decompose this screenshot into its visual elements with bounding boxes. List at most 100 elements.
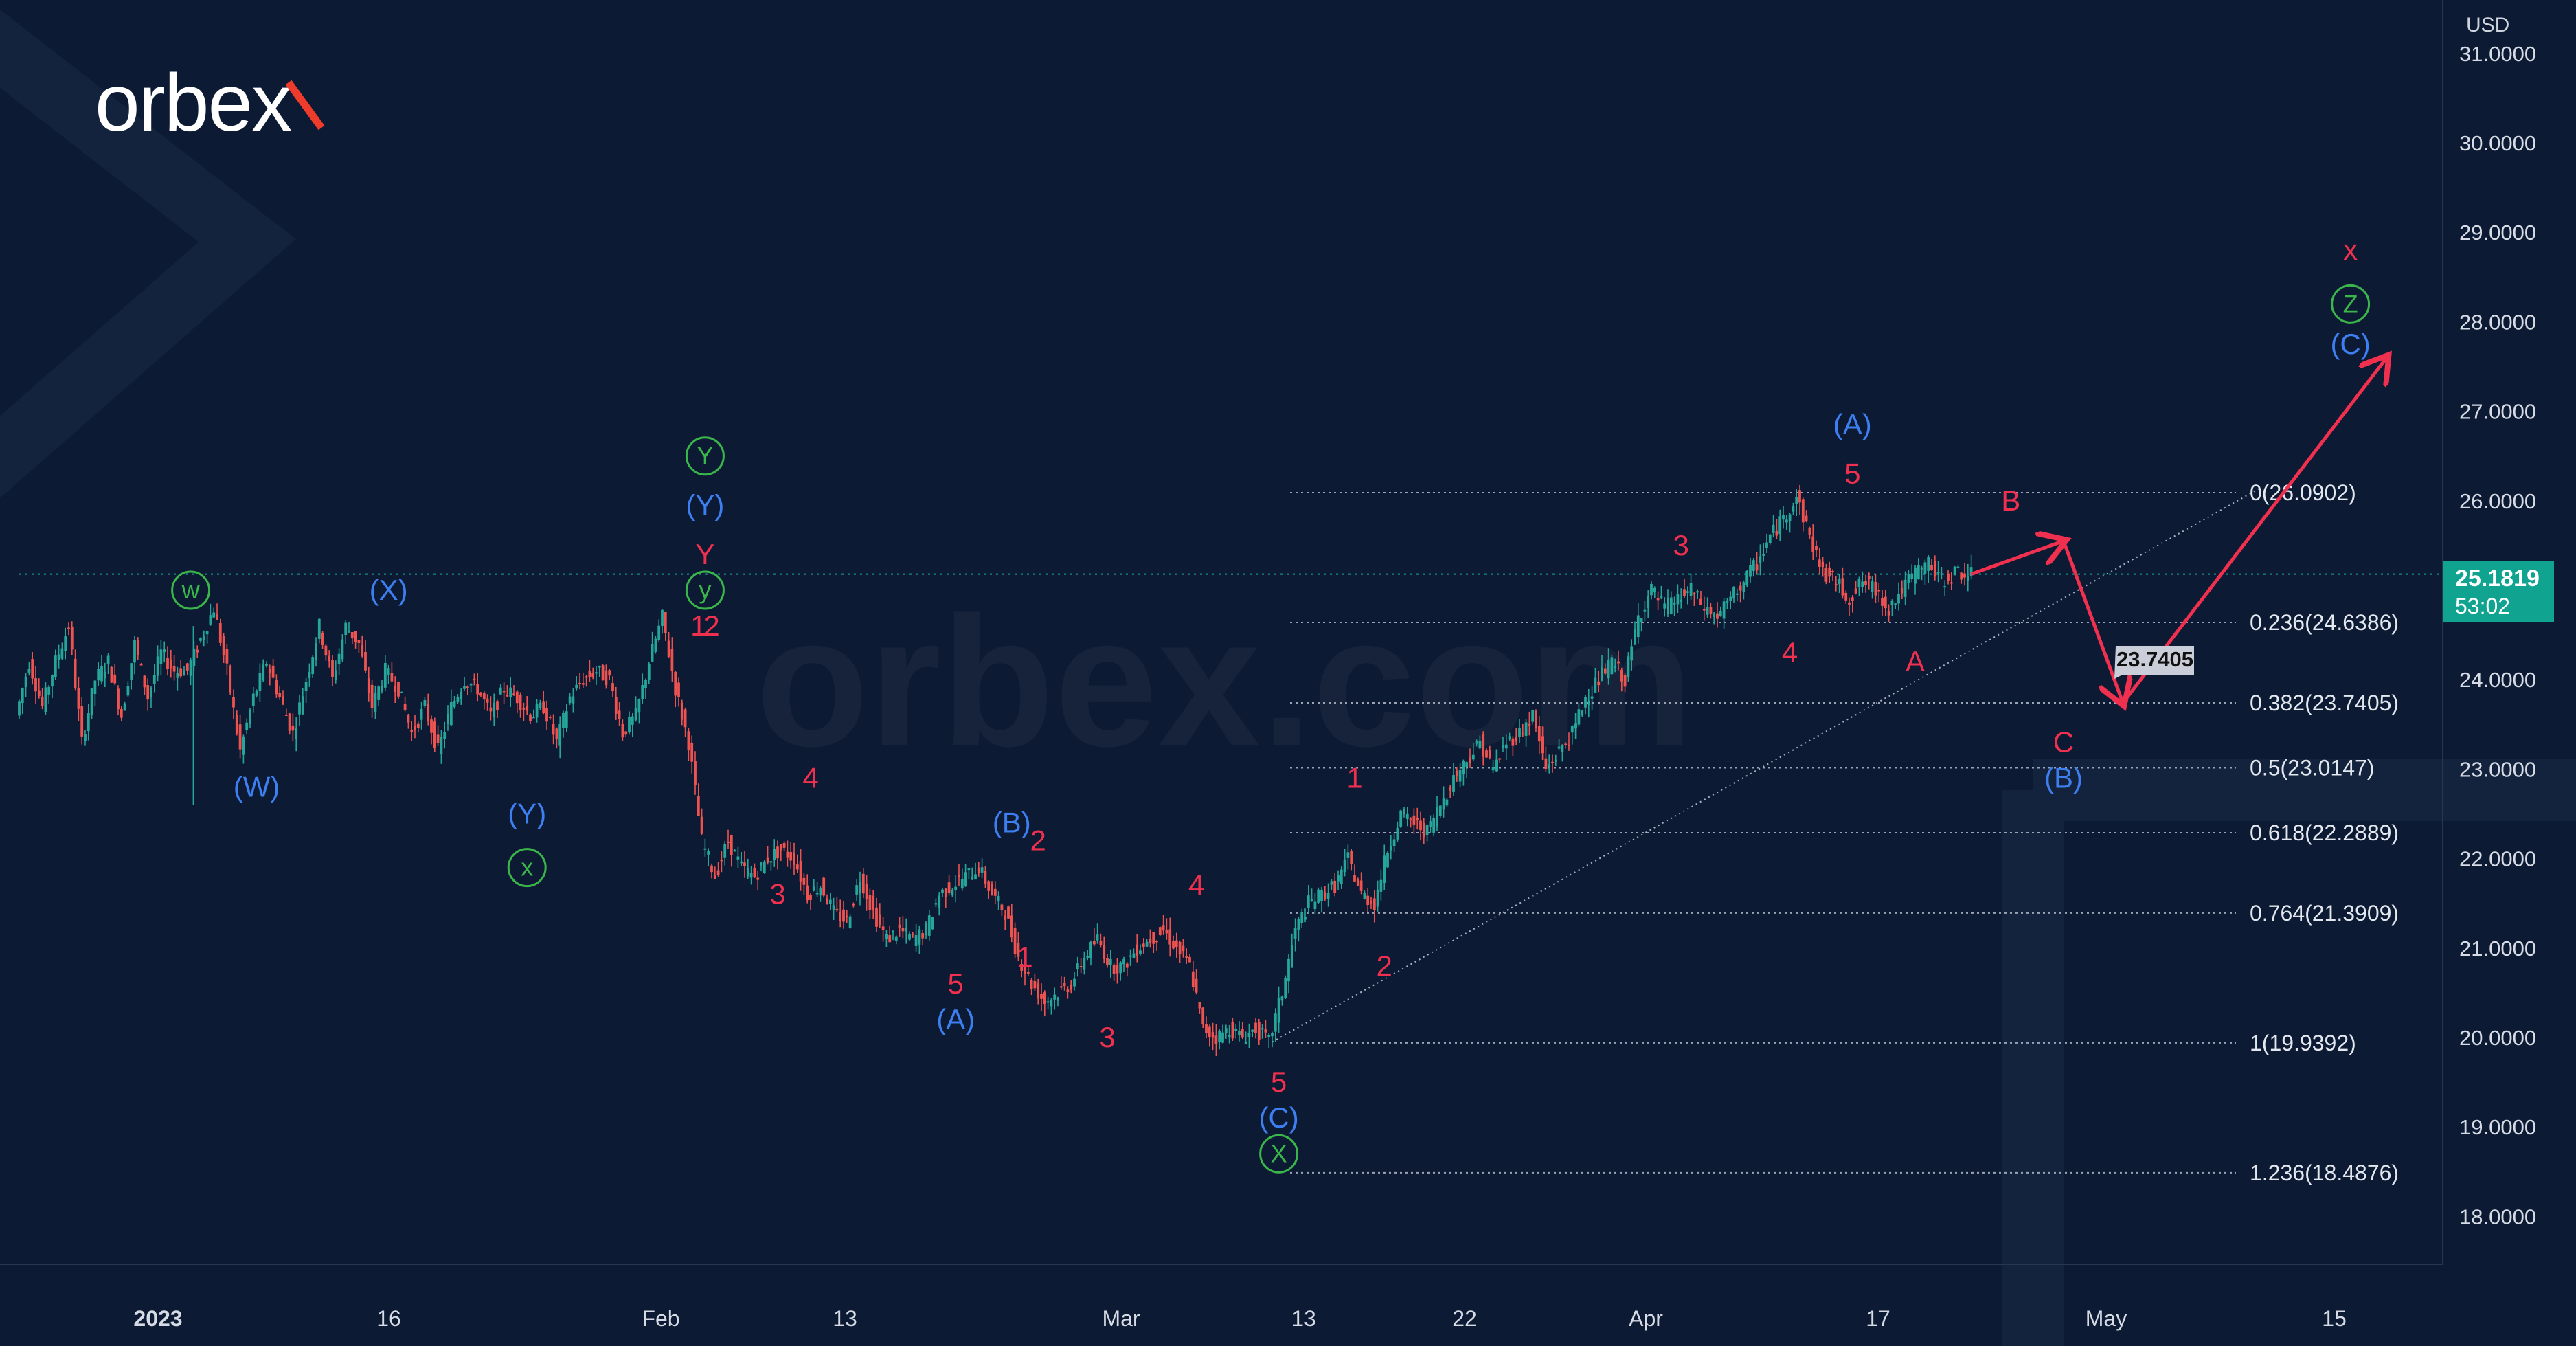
candle-body bbox=[1438, 805, 1442, 816]
candle-body bbox=[654, 638, 657, 652]
candle-body bbox=[1409, 818, 1412, 820]
candle-body bbox=[1442, 798, 1445, 810]
candle-body bbox=[370, 684, 374, 708]
candle-body bbox=[611, 683, 614, 691]
candle-body bbox=[18, 701, 21, 716]
candle-body bbox=[1669, 597, 1673, 614]
candle-body bbox=[773, 849, 776, 860]
candle-body bbox=[466, 686, 469, 688]
candle-body bbox=[1590, 696, 1594, 699]
candle-body bbox=[631, 716, 634, 725]
candle-body bbox=[1535, 710, 1537, 729]
candle-body bbox=[1667, 598, 1669, 615]
candle-body bbox=[677, 682, 680, 697]
currency-label: USD bbox=[2466, 14, 2509, 36]
candle-body bbox=[548, 716, 552, 718]
candle-body bbox=[1469, 757, 1471, 763]
candle-body bbox=[1871, 581, 1874, 592]
candle-body bbox=[1129, 955, 1132, 957]
candle-body bbox=[647, 664, 651, 680]
candle-body bbox=[1729, 596, 1732, 601]
candle-body bbox=[216, 614, 218, 620]
candle-body bbox=[202, 636, 205, 640]
candle-body bbox=[1963, 573, 1966, 578]
candle-body bbox=[1287, 958, 1290, 982]
candle-body bbox=[1557, 746, 1561, 749]
candle-body bbox=[839, 912, 842, 921]
candle-body bbox=[337, 653, 341, 664]
candle-body bbox=[1673, 603, 1676, 605]
candle-body bbox=[315, 643, 317, 660]
candle-body bbox=[496, 701, 499, 710]
candle-body bbox=[991, 884, 993, 896]
candle-body bbox=[1785, 519, 1788, 523]
candle-body bbox=[1257, 1022, 1261, 1040]
candle-body bbox=[1307, 895, 1310, 908]
candle-body bbox=[1178, 942, 1182, 954]
candle-body bbox=[898, 924, 901, 928]
candle-body bbox=[1914, 567, 1917, 584]
wave-label-circle bbox=[507, 848, 547, 888]
candle-body bbox=[117, 688, 120, 710]
candle-body bbox=[1458, 770, 1462, 782]
wave-label: (Y) bbox=[508, 798, 546, 830]
candle-body bbox=[944, 888, 947, 897]
candle-body bbox=[1838, 579, 1841, 584]
candle-body bbox=[1759, 556, 1762, 563]
candle-body bbox=[987, 881, 991, 891]
candle-body bbox=[506, 695, 509, 697]
candle-body bbox=[1024, 967, 1026, 974]
candle-body bbox=[1854, 588, 1857, 594]
candle-body bbox=[1158, 927, 1162, 936]
candle-body bbox=[694, 761, 697, 785]
candle-body bbox=[826, 898, 828, 904]
candle-body bbox=[486, 698, 489, 703]
candle-body bbox=[1594, 677, 1597, 693]
candle-body bbox=[756, 877, 760, 880]
candle-body bbox=[54, 655, 57, 677]
candle-body bbox=[1116, 964, 1119, 974]
candle-body bbox=[769, 861, 773, 863]
candle-body bbox=[832, 905, 835, 910]
candle-body bbox=[110, 666, 113, 683]
candle-body bbox=[1620, 670, 1623, 682]
candle-body bbox=[291, 725, 295, 731]
candle-body bbox=[595, 672, 598, 674]
candle-body bbox=[1070, 985, 1073, 990]
candle-body bbox=[905, 928, 908, 932]
candle-body bbox=[433, 721, 436, 748]
candle-body bbox=[749, 873, 753, 878]
x-tick-label: 13 bbox=[1291, 1306, 1316, 1331]
candle-body bbox=[1455, 770, 1458, 777]
x-tick-label: May bbox=[2086, 1306, 2127, 1331]
candle-body bbox=[1874, 582, 1877, 596]
candle-body bbox=[298, 702, 301, 715]
candle-body bbox=[1228, 1035, 1231, 1037]
candle-body bbox=[489, 707, 493, 712]
candle-body bbox=[1548, 764, 1551, 767]
candle-body bbox=[954, 886, 958, 890]
candle-body bbox=[1482, 734, 1485, 757]
candle-body bbox=[740, 861, 743, 864]
wave-label-circle bbox=[685, 436, 725, 476]
y-tick-label: 24.0000 bbox=[2459, 668, 2536, 692]
candle-body bbox=[793, 852, 795, 865]
wave-label: 2 bbox=[703, 609, 719, 642]
candle-body bbox=[1241, 1029, 1244, 1038]
candle-body bbox=[515, 691, 519, 704]
wave-label: 1 bbox=[690, 609, 706, 642]
candle-body bbox=[1502, 745, 1504, 748]
candle-body bbox=[509, 687, 512, 697]
candle-body bbox=[687, 731, 690, 750]
candle-body bbox=[802, 877, 806, 885]
candle-body bbox=[1699, 598, 1702, 605]
candle-body bbox=[1452, 775, 1455, 792]
candle-body bbox=[964, 872, 967, 886]
candle-body bbox=[1864, 581, 1867, 585]
candle-body bbox=[1185, 956, 1188, 958]
candle-body bbox=[1073, 978, 1076, 987]
candle-body bbox=[947, 882, 951, 893]
candle-body bbox=[736, 856, 740, 860]
candle-body bbox=[225, 649, 229, 664]
